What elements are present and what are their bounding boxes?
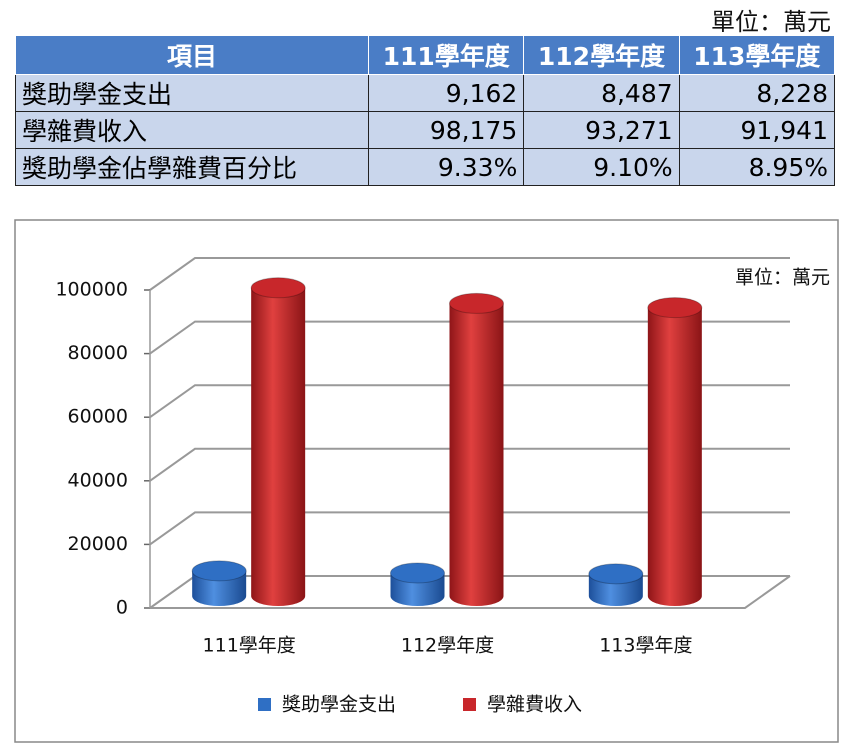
x-tick-label: 113學年度 xyxy=(599,635,692,657)
grid-line xyxy=(149,257,790,291)
table-row: 獎助學金支出 9,162 8,487 8,228 xyxy=(15,74,836,112)
bar-top xyxy=(449,292,504,314)
grid-line xyxy=(149,320,790,355)
cell: 獎助學金佔學雜費百分比 xyxy=(15,148,369,186)
y-tick-label: 40000 xyxy=(68,469,128,491)
floor xyxy=(150,575,791,609)
legend-label: 獎助學金支出 xyxy=(282,694,396,716)
cell: 8.95% xyxy=(678,148,836,186)
legend-label: 學雜費收入 xyxy=(487,694,582,716)
cell: 98,175 xyxy=(367,111,525,149)
cell: 9,162 xyxy=(367,74,525,112)
grid-line xyxy=(149,511,790,546)
bar-top xyxy=(250,277,306,299)
bar-top xyxy=(390,562,445,584)
unit-annotation: 單位：萬元 xyxy=(735,267,830,289)
table-row: 學雜費收入 98,175 93,271 91,941 xyxy=(15,111,836,149)
cell: 91,941 xyxy=(678,111,836,149)
data-table: 項目 111學年度 112學年度 113學年度 獎助學金支出 9,162 8,4… xyxy=(15,35,836,186)
bar-top xyxy=(588,563,644,585)
bar xyxy=(192,570,247,606)
bar xyxy=(647,307,702,606)
y-tick-label: 80000 xyxy=(68,342,128,364)
cell: 9.10% xyxy=(523,148,680,186)
x-tick-label: 111學年度 xyxy=(203,635,296,657)
grid-line xyxy=(149,447,790,482)
unit-note: 單位：萬元 xyxy=(711,8,831,36)
cell: 8,228 xyxy=(678,74,836,112)
table-header: 項目 111學年度 112學年度 113學年度 xyxy=(15,35,836,75)
bar-top xyxy=(191,560,247,582)
legend-swatch xyxy=(463,698,476,711)
y-tick-label: 100000 xyxy=(55,279,128,301)
y-tick-label: 0 xyxy=(116,597,128,619)
cell: 8,487 xyxy=(523,74,680,112)
bar-top xyxy=(647,297,703,319)
chart-frame xyxy=(14,219,839,743)
grid-line xyxy=(149,384,790,419)
cell: 93,271 xyxy=(523,111,680,149)
table-row: 獎助學金佔學雜費百分比 9.33% 9.10% 8.95% xyxy=(15,148,836,186)
header-cell: 111學年度 xyxy=(367,35,525,75)
y-tick-label: 60000 xyxy=(68,406,128,428)
bar xyxy=(251,287,306,606)
y-tick-label: 20000 xyxy=(68,533,128,555)
header-cell: 項目 xyxy=(15,35,369,75)
cell: 學雜費收入 xyxy=(15,111,369,149)
header-cell: 112學年度 xyxy=(523,35,680,75)
x-tick-label: 112學年度 xyxy=(401,635,494,657)
bar xyxy=(449,303,504,606)
legend-swatch xyxy=(258,698,271,711)
cell: 獎助學金支出 xyxy=(15,74,369,112)
